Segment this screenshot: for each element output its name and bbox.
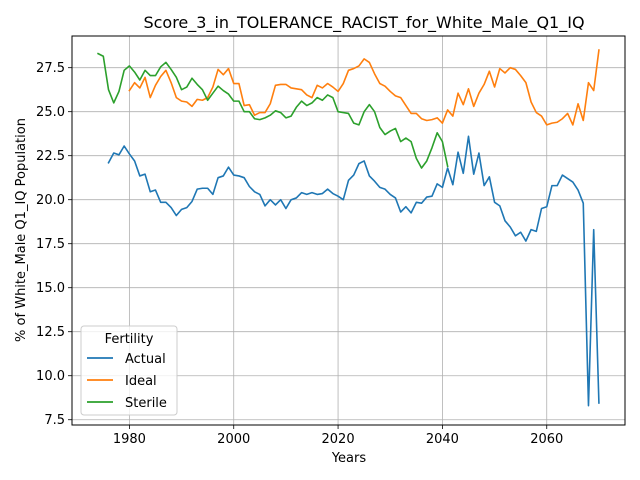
y-tick-label: 22.5 [36,149,65,164]
y-axis-label: % of White_Male Q1_IQ Population [14,118,29,342]
series-line-sterile [97,52,449,169]
legend-label-actual: Actual [125,352,166,367]
y-tick-label: 7.5 [44,413,65,428]
y-tick-label: 20.0 [36,193,65,208]
series-layer [97,49,600,407]
x-axis-label: Years [331,451,367,466]
series-line-ideal [128,49,600,126]
x-tick-label: 2000 [217,432,250,447]
ticks: 1980 2000 2020 2040 2060 7.5 10.0 12.5 15.0 17.5 2… [36,61,563,447]
series-line-actual [107,135,600,407]
y-tick-label: 27.5 [36,61,65,76]
legend: Fertility Actual Ideal Sterile [80,325,178,416]
y-tick-label: 15.0 [36,281,65,296]
legend-label-ideal: Ideal [125,374,157,389]
legend-label-sterile: Sterile [125,396,167,411]
y-tick-label: 25.0 [36,105,65,120]
y-tick-label: 12.5 [36,325,65,340]
chart-title: Score_3_in_TOLERANCE_RACIST_for_White_Ma… [143,13,584,33]
plot-frame [71,35,626,426]
x-tick-label: 2040 [426,432,459,447]
legend-title: Fertility [105,332,154,347]
y-tick-label: 10.0 [36,369,65,384]
y-tick-label: 17.5 [36,237,65,252]
x-tick-label: 1980 [113,432,146,447]
legend-box [80,325,178,416]
x-tick-label: 2020 [322,432,355,447]
x-tick-label: 2060 [530,432,563,447]
